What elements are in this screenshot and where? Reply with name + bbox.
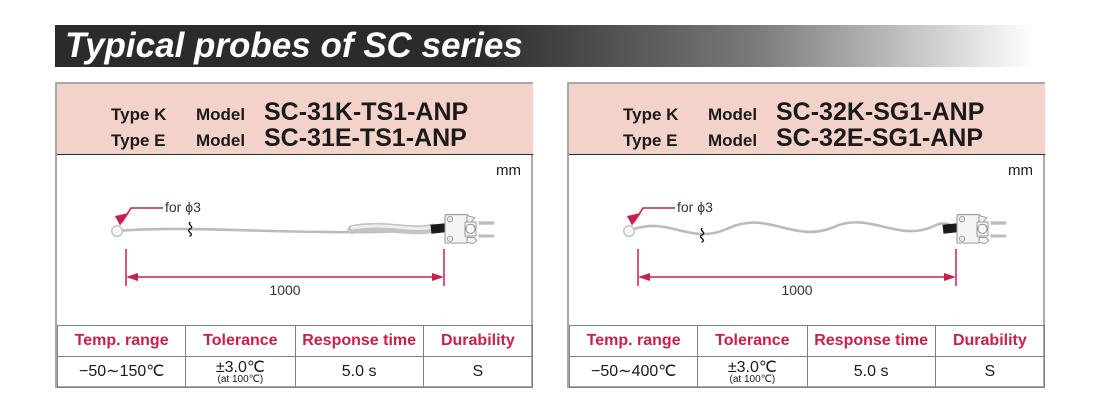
svg-text:1000: 1000 (781, 282, 812, 298)
svg-text:for ϕ3: for ϕ3 (165, 199, 201, 215)
svg-text:1000: 1000 (269, 282, 300, 298)
svg-text:for ϕ3: for ϕ3 (677, 199, 713, 215)
